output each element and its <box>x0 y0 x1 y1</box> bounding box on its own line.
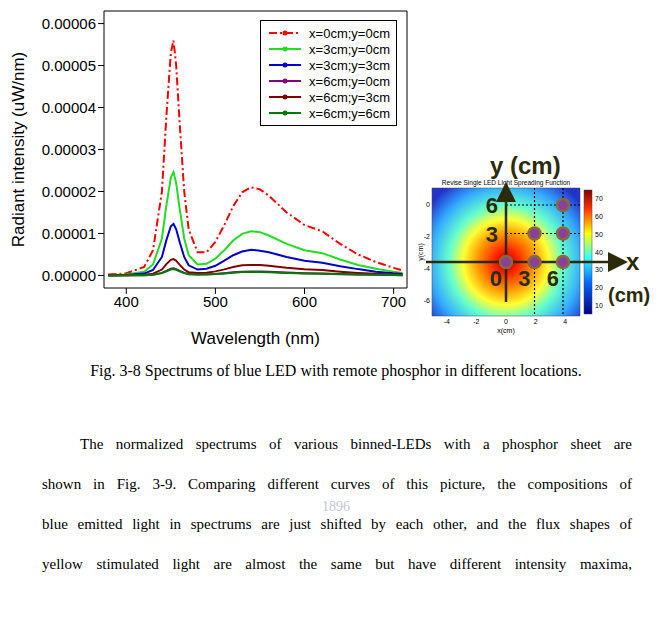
html-text:yellow stimulated light are al: yellow stimulated light are almost the s… <box>42 556 632 572</box>
html-text:x=6cm;y=3cm: x=6cm;y=3cm <box>309 89 390 105</box>
html-text:x=3cm;y=0cm: x=3cm;y=0cm <box>309 41 390 57</box>
svg-text:6: 6 <box>486 193 498 218</box>
svg-text:x(cm): x(cm) <box>497 327 515 335</box>
svg-text:50: 50 <box>595 231 603 238</box>
svg-text:3: 3 <box>518 266 530 291</box>
svg-text:0: 0 <box>504 318 508 325</box>
svg-text:-4: -4 <box>444 318 450 325</box>
svg-text:40: 40 <box>595 249 603 256</box>
svg-text:6: 6 <box>547 266 559 291</box>
svg-text:y (cm): y (cm) <box>490 152 561 179</box>
svg-text:3: 3 <box>486 222 498 247</box>
svg-text:y(cm): y(cm) <box>418 243 425 261</box>
svg-text:2: 2 <box>534 318 538 325</box>
svg-text:0.00005: 0.00005 <box>42 57 96 74</box>
svg-text:0.00002: 0.00002 <box>42 183 96 200</box>
svg-text:70: 70 <box>595 195 603 202</box>
svg-text:0.00000: 0.00000 <box>42 267 96 284</box>
svg-text:Revise Single LED Light Spread: Revise Single LED Light Spreading Functi… <box>442 179 571 187</box>
html-text:shown in Fig. 3-9. Comparing d: shown in Fig. 3-9. Comparing different c… <box>42 476 632 492</box>
html-text:Fig. 3-8 Spectrums of blue LED: Fig. 3-8 Spectrums of blue LED with remo… <box>90 362 582 379</box>
svg-text:0: 0 <box>426 201 430 208</box>
svg-text:4: 4 <box>563 318 567 325</box>
html-text:1896: 1896 <box>322 499 350 514</box>
svg-text:400: 400 <box>114 293 139 310</box>
svg-text:Radiant intensity (uW/nm): Radiant intensity (uW/nm) <box>9 52 28 248</box>
html-text:x=3cm;y=3cm: x=3cm;y=3cm <box>309 57 390 73</box>
svg-text:(cm): (cm) <box>608 284 650 306</box>
svg-text:-2: -2 <box>473 318 479 325</box>
html-text:x=0cm;y=0cm: x=0cm;y=0cm <box>309 25 390 41</box>
svg-text:20: 20 <box>595 284 603 291</box>
svg-text:0.00001: 0.00001 <box>42 225 96 242</box>
html-text:x=6cm;y=6cm: x=6cm;y=6cm <box>309 105 390 121</box>
svg-text:0.00003: 0.00003 <box>42 141 96 158</box>
svg-text:-2: -2 <box>424 233 430 240</box>
svg-text:10: 10 <box>595 302 603 309</box>
html-text:x=6cm;y=0cm: x=6cm;y=0cm <box>309 73 390 89</box>
svg-text:Wavelength (nm): Wavelength (nm) <box>191 329 320 348</box>
svg-text:0.00006: 0.00006 <box>42 15 96 32</box>
svg-text:0.00004: 0.00004 <box>42 99 96 116</box>
svg-text:600: 600 <box>292 293 317 310</box>
svg-text:60: 60 <box>595 213 603 220</box>
svg-text:x: x <box>626 248 640 275</box>
html-text:blue emitted light in spectrum: blue emitted light in spectrums are just… <box>42 516 632 532</box>
svg-text:-4: -4 <box>424 265 430 272</box>
svg-text:500: 500 <box>203 293 228 310</box>
svg-text:30: 30 <box>595 266 603 273</box>
svg-text:0: 0 <box>490 266 502 291</box>
html-text:The normalized spectrums of va: The normalized spectrums of various binn… <box>80 436 632 452</box>
svg-text:700: 700 <box>381 293 406 310</box>
svg-text:-6: -6 <box>424 297 430 304</box>
